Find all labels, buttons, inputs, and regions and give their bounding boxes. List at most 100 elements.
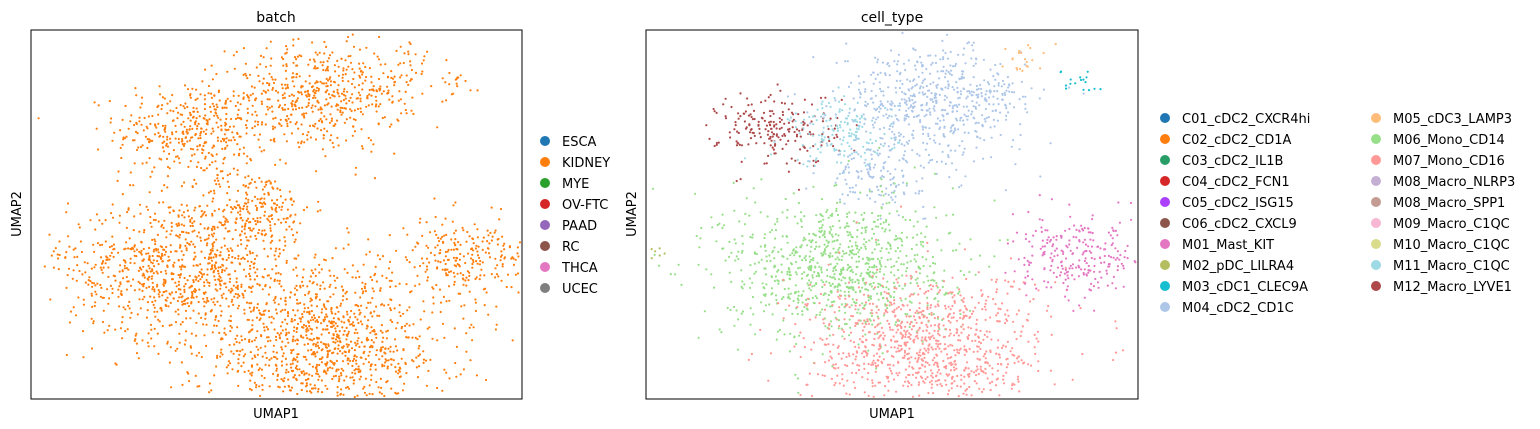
- kidney-point: [398, 304, 401, 307]
- kidney-point: [192, 290, 195, 293]
- m04-cdc2-cd1c-point: [934, 54, 937, 57]
- kidney-point: [217, 272, 220, 275]
- kidney-point: [240, 285, 243, 288]
- kidney-point: [325, 82, 328, 85]
- kidney-point: [211, 331, 214, 334]
- m06-mono-cd14-point: [780, 263, 783, 266]
- kidney-point: [266, 255, 269, 258]
- kidney-point: [390, 70, 393, 73]
- kidney-point: [256, 217, 259, 220]
- kidney-point: [238, 135, 241, 138]
- kidney-point: [226, 204, 229, 207]
- kidney-point: [161, 96, 164, 99]
- m06-mono-cd14-point: [813, 284, 816, 287]
- m11-macro-c1qc-point: [893, 146, 896, 149]
- m06-mono-cd14-point: [835, 269, 838, 272]
- kidney-point: [264, 309, 267, 312]
- m04-cdc2-cd1c-point: [890, 196, 893, 199]
- kidney-point: [202, 212, 205, 215]
- kidney-point: [180, 361, 183, 364]
- kidney-point: [347, 35, 350, 39]
- m04-cdc2-cd1c-point: [825, 142, 828, 145]
- kidney-point: [290, 317, 293, 321]
- kidney-point: [435, 283, 438, 287]
- kidney-point: [478, 256, 481, 259]
- kidney-point: [274, 126, 277, 129]
- kidney-point: [291, 108, 295, 111]
- m11-macro-c1qc-point: [827, 137, 831, 140]
- kidney-point: [419, 264, 422, 268]
- kidney-point: [263, 376, 266, 380]
- kidney-point: [184, 302, 187, 305]
- m06-mono-cd14-point: [863, 211, 866, 214]
- m04-cdc2-cd1c-point: [844, 166, 847, 169]
- kidney-point: [119, 327, 122, 330]
- m06-mono-cd14-point: [867, 289, 870, 292]
- kidney-point: [177, 214, 180, 217]
- m06-mono-cd14-point: [851, 281, 854, 284]
- kidney-point: [292, 234, 295, 237]
- kidney-point: [224, 282, 227, 285]
- m12-macro-lyve1-point: [752, 131, 755, 135]
- m06-mono-cd14-point: [893, 182, 896, 185]
- kidney-point: [234, 270, 237, 273]
- kidney-point: [364, 290, 367, 293]
- kidney-point: [251, 371, 254, 374]
- m06-mono-cd14-point: [749, 307, 752, 310]
- kidney-point: [212, 245, 215, 248]
- kidney-point: [153, 310, 156, 313]
- kidney-point: [248, 250, 251, 253]
- kidney-point: [370, 326, 373, 329]
- kidney-point: [342, 99, 345, 102]
- m04-cdc2-cd1c-point: [949, 101, 952, 104]
- kidney-point: [363, 285, 366, 288]
- kidney-point: [186, 302, 189, 305]
- kidney-point: [245, 236, 248, 239]
- kidney-point: [207, 191, 211, 194]
- kidney-point: [269, 339, 272, 342]
- m11-macro-c1qc-point: [786, 118, 789, 121]
- kidney-point: [455, 345, 458, 348]
- kidney-point: [496, 264, 499, 267]
- kidney-point: [319, 61, 322, 64]
- kidney-point: [182, 211, 185, 214]
- m11-macro-c1qc-point: [821, 107, 824, 110]
- m06-mono-cd14-point: [774, 294, 778, 297]
- kidney-point: [169, 206, 172, 209]
- m06-mono-cd14-point: [776, 220, 779, 223]
- kidney-point: [276, 198, 279, 201]
- kidney-point: [342, 295, 345, 298]
- kidney-point: [389, 350, 392, 353]
- m06-mono-cd14-point: [884, 265, 887, 268]
- kidney-point: [345, 118, 348, 121]
- kidney-point: [320, 333, 323, 336]
- m06-mono-cd14-point: [872, 257, 875, 260]
- m11-macro-c1qc-point: [840, 161, 843, 164]
- kidney-point: [190, 352, 193, 355]
- kidney-point: [293, 56, 297, 59]
- m04-cdc2-cd1c-point: [929, 72, 932, 75]
- kidney-point: [301, 276, 304, 279]
- kidney-point: [367, 301, 370, 304]
- kidney-point: [283, 133, 286, 136]
- m06-mono-cd14-point: [754, 333, 757, 336]
- kidney-point: [246, 107, 249, 110]
- kidney-point: [296, 356, 299, 359]
- kidney-point: [191, 230, 194, 233]
- kidney-point: [362, 263, 365, 266]
- m04-cdc2-cd1c-point: [924, 217, 927, 220]
- kidney-point: [268, 84, 271, 87]
- kidney-point: [99, 266, 102, 269]
- kidney-point: [224, 147, 227, 150]
- kidney-point: [86, 262, 89, 265]
- m06-mono-cd14-point: [910, 247, 914, 251]
- m04-cdc2-cd1c-point: [870, 153, 873, 156]
- kidney-point: [206, 227, 209, 231]
- kidney-point: [432, 296, 435, 299]
- m04-cdc2-cd1c-point: [942, 65, 945, 68]
- m12-macro-lyve1-point: [735, 179, 738, 183]
- kidney-point: [277, 385, 280, 388]
- kidney-point: [370, 374, 373, 377]
- m04-cdc2-cd1c-point: [985, 116, 988, 120]
- kidney-point: [342, 393, 345, 396]
